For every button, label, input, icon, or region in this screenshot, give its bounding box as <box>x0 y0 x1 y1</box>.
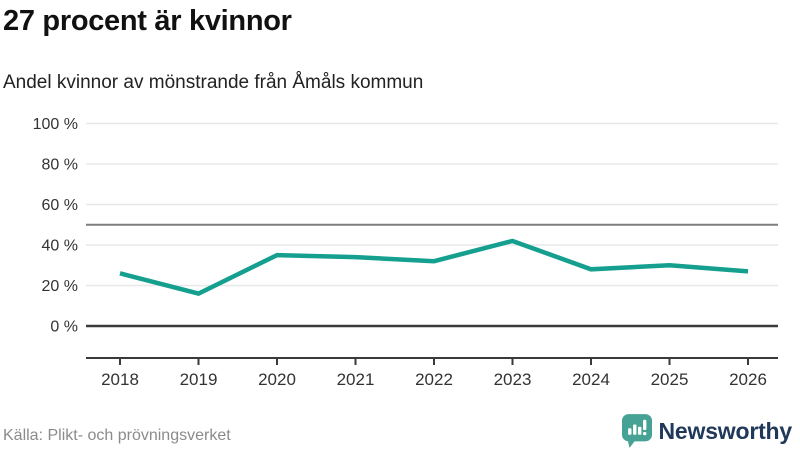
y-axis-tick-label: 40 % <box>42 238 78 255</box>
newsworthy-logo-icon <box>621 414 652 448</box>
x-axis-tick-label: 2020 <box>258 370 296 389</box>
newsworthy-logo-text: Newsworthy <box>658 417 793 444</box>
data-line <box>119 238 749 296</box>
y-axis-tick-label: 100 % <box>33 116 78 133</box>
x-axis-tick-label: 2026 <box>729 370 767 389</box>
chart-subtitle: Andel kvinnor av mönstrande från Åmåls k… <box>3 72 424 93</box>
y-axis-tick-label: 20 % <box>42 278 78 295</box>
source-note: Källa: Plikt- och prövningsverket <box>3 427 231 444</box>
x-axis-tick-label: 2018 <box>101 370 139 389</box>
x-axis-tick-label: 2024 <box>572 370 610 389</box>
y-axis-tick-label: 80 % <box>42 157 78 174</box>
chart-title: 27 procent är kvinnor <box>3 5 292 37</box>
y-axis-tick-label: 60 % <box>42 197 78 214</box>
newsworthy-logo: Newsworthy <box>621 414 793 448</box>
line-chart: 100 % 80 % 60 % 40 % 20 % 0 % 2018 2019 2020 2021… <box>33 116 778 389</box>
x-axis-tick-label: 2022 <box>415 370 453 389</box>
x-axis-tick-label: 2019 <box>180 370 218 389</box>
x-axis-tick-label: 2021 <box>337 370 375 389</box>
x-axis-tick-label: 2023 <box>494 370 532 389</box>
x-axis-tick-label: 2025 <box>651 370 689 389</box>
y-axis-tick-label: 0 % <box>50 319 78 336</box>
